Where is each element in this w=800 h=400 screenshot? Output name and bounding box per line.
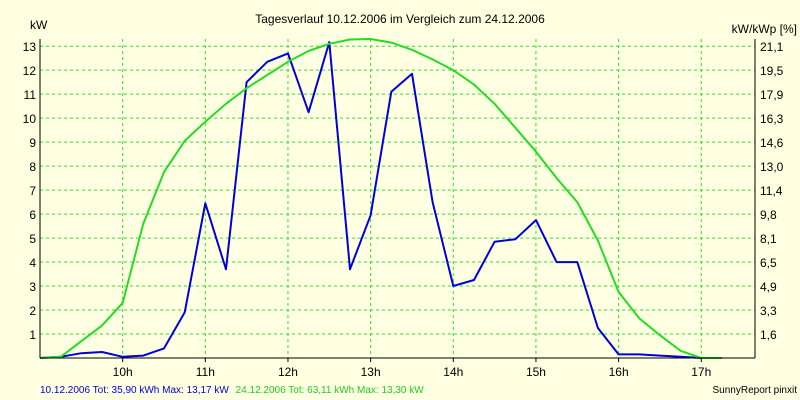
series-line-1 bbox=[39, 41, 722, 359]
y-left-tick-label-4: 5 bbox=[29, 232, 36, 246]
y-left-tick-label-8: 9 bbox=[29, 136, 36, 150]
grid bbox=[40, 39, 755, 358]
y-left-tick-label-0: 1 bbox=[29, 328, 36, 342]
y-right-tick-label-7: 13,0 bbox=[760, 160, 784, 174]
x-tick-label-5: 15h bbox=[526, 365, 546, 379]
y-right-tick-label-12: 21,1 bbox=[760, 40, 784, 54]
y-right-tick-label-0: 1,6 bbox=[760, 328, 777, 342]
y-right-tick-label-10: 17,9 bbox=[760, 88, 784, 102]
y-left-tick-label-9: 10 bbox=[23, 112, 37, 126]
series-layer bbox=[39, 38, 722, 359]
x-tick-label-4: 14h bbox=[443, 365, 463, 379]
x-tick-label-0: 10h bbox=[113, 365, 133, 379]
axes bbox=[39, 39, 756, 362]
y-right-tick-label-8: 14,6 bbox=[760, 136, 784, 150]
y-left-tick-label-7: 8 bbox=[29, 160, 36, 174]
x-tick-label-2: 12h bbox=[278, 365, 298, 379]
y-left-tick-label-2: 3 bbox=[29, 280, 36, 294]
y-left-tick-label-6: 7 bbox=[29, 184, 36, 198]
y-right-tick-labels: 1,6 3,3 4,9 6,5 8,1 9,8 11,4 13,0 14,6 16,3 17,9 19… bbox=[760, 40, 784, 342]
y-right-tick-label-1: 3,3 bbox=[760, 304, 777, 318]
y-left-tick-label-3: 4 bbox=[29, 256, 36, 270]
legend-series-2: 24.12.2006 Tot: 63,11 kWh Max: 13,30 kW bbox=[236, 385, 425, 396]
y-right-tick-label-11: 19,5 bbox=[760, 64, 784, 78]
x-tick-label-3: 13h bbox=[361, 365, 381, 379]
x-tick-label-1: 11h bbox=[196, 365, 215, 379]
chart-title: Tagesverlauf 10.12.2006 im Vergleich zum… bbox=[255, 12, 545, 26]
y-right-tick-label-5: 9,8 bbox=[760, 208, 777, 222]
x-tick-labels: 10h 11h 12h 13h 14h 15h 16h 17h bbox=[113, 365, 712, 379]
y-right-tick-label-4: 8,1 bbox=[760, 232, 777, 246]
y-left-tick-label-12: 13 bbox=[23, 40, 37, 54]
y-left-tick-label-10: 11 bbox=[24, 88, 37, 102]
y-right-tick-label-9: 16,3 bbox=[760, 112, 784, 126]
footer-legend: 10.12.2006 Tot: 35,90 kWh Max: 13,17 kW … bbox=[40, 385, 424, 396]
series-line-2 bbox=[39, 38, 722, 359]
y-axis-right-label: kW/kWp [%] bbox=[732, 22, 797, 36]
y-right-tick-label-6: 11,4 bbox=[760, 184, 783, 198]
y-right-tick-label-2: 4,9 bbox=[760, 280, 777, 294]
y-axis-left-label: kW bbox=[30, 18, 48, 32]
y-left-tick-label-1: 2 bbox=[29, 304, 36, 318]
x-tick-label-7: 17h bbox=[691, 365, 711, 379]
credit-text: SunnyReport pinxit bbox=[713, 385, 798, 396]
y-right-tick-label-3: 6,5 bbox=[760, 256, 777, 270]
y-left-tick-label-11: 12 bbox=[23, 64, 37, 78]
legend-series-1: 10.12.2006 Tot: 35,90 kWh Max: 13,17 kW bbox=[40, 385, 229, 396]
x-tick-label-6: 16h bbox=[609, 365, 629, 379]
y-left-tick-label-5: 6 bbox=[29, 208, 36, 222]
